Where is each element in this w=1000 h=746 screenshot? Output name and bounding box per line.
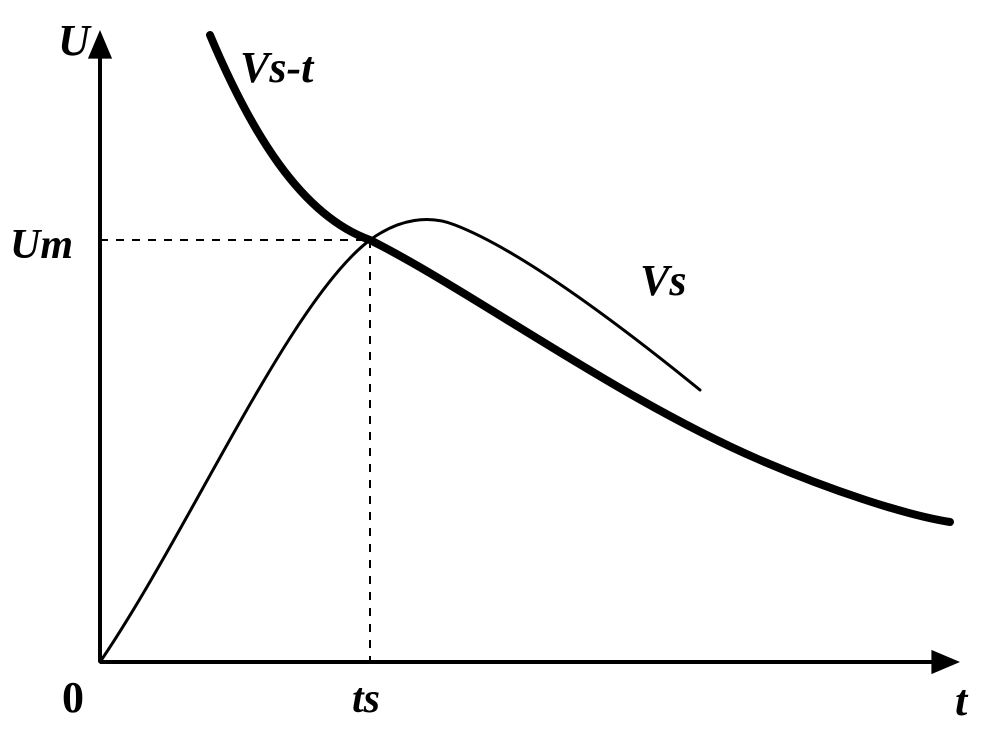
voltage-time-diagram: U t 0 Vs-t Vs Um ts: [0, 0, 1000, 746]
vs-t-label: Vs-t: [240, 43, 315, 92]
origin-label: 0: [62, 673, 84, 722]
vs-t-curve: [210, 35, 950, 522]
x-axis-arrowhead: [931, 650, 960, 674]
ts-label: ts: [352, 676, 380, 722]
x-axis-label: t: [955, 676, 969, 725]
y-axis-label: U: [58, 16, 92, 65]
um-label: Um: [10, 222, 73, 268]
y-axis-arrowhead: [88, 30, 112, 59]
vs-label: Vs: [640, 256, 686, 305]
vs-curve: [100, 220, 700, 662]
